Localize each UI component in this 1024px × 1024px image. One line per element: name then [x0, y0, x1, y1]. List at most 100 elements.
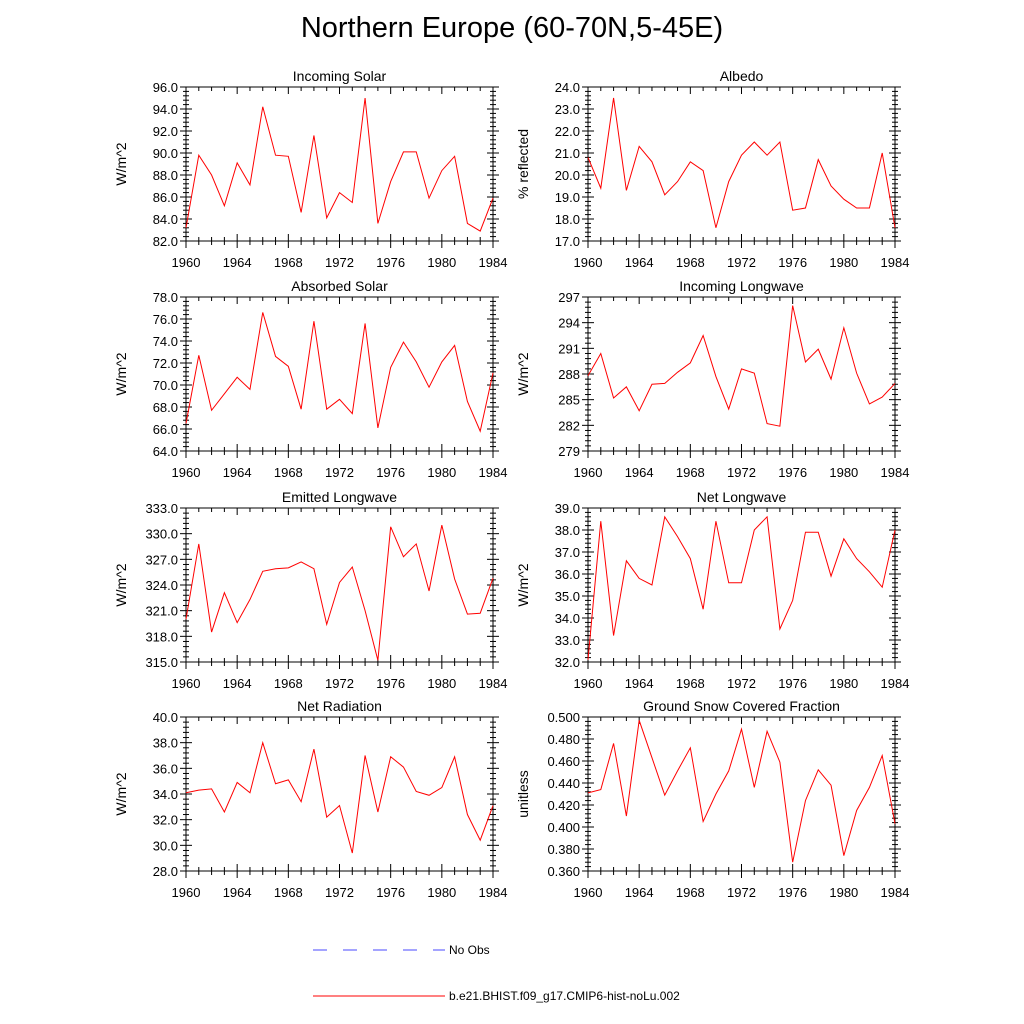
- y-tick-label: 18.0: [555, 212, 580, 227]
- x-tick-label: 1980: [427, 465, 456, 480]
- y-tick-label: 34.0: [153, 787, 178, 802]
- y-axis-label: W/m^2: [113, 772, 129, 815]
- y-axis-label: % reflected: [515, 129, 531, 199]
- y-tick-label: 294: [558, 316, 580, 331]
- x-tick-label: 1964: [625, 465, 654, 480]
- x-tick-label: 1964: [223, 255, 252, 270]
- y-tick-label: 17.0: [555, 234, 580, 249]
- x-tick-label: 1964: [223, 465, 252, 480]
- series-line: [587, 305, 896, 427]
- y-tick-label: 39.0: [555, 501, 580, 516]
- x-tick-label: 1968: [676, 885, 705, 900]
- series-line: [185, 97, 494, 232]
- y-tick-label: 92.0: [153, 124, 178, 139]
- x-tick-label: 1976: [778, 676, 807, 691]
- y-tick-label: 96.0: [153, 80, 178, 95]
- y-tick-label: 0.500: [547, 710, 580, 725]
- x-tick-label: 1960: [172, 885, 201, 900]
- y-tick-label: 84.0: [153, 212, 178, 227]
- plot-frame: [587, 507, 896, 663]
- x-tick-label: 1984: [881, 255, 910, 270]
- y-tick-label: 0.380: [547, 842, 580, 857]
- x-tick-label: 1964: [625, 885, 654, 900]
- chart-title: Incoming Solar: [293, 68, 387, 84]
- y-tick-label: 30.0: [153, 838, 178, 853]
- y-tick-label: 327.0: [145, 552, 178, 567]
- x-tick-label: 1976: [376, 255, 405, 270]
- y-tick-label: 291: [558, 341, 580, 356]
- y-tick-label: 38.0: [555, 523, 580, 538]
- x-tick-label: 1984: [881, 676, 910, 691]
- chart-panel-5: Emitted Longwave W/m^2 1960 1964 1968 1972 197…: [113, 489, 507, 691]
- y-tick-label: 34.0: [555, 611, 580, 626]
- plot-frame: [185, 507, 494, 663]
- y-tick-label: 33.0: [555, 633, 580, 648]
- x-tick-label: 1980: [829, 465, 858, 480]
- x-tick-label: 1960: [574, 885, 603, 900]
- x-tick-label: 1984: [881, 885, 910, 900]
- y-tick-label: 20.0: [555, 168, 580, 183]
- chart-panel-4: Incoming Longwave W/m^2 1960 1964 1968 1972 19…: [515, 278, 909, 480]
- plot-frame: [587, 296, 896, 452]
- x-tick-label: 1960: [574, 676, 603, 691]
- chart-panel-6: Net Longwave W/m^2 1960 1964 1968 1972 1976 198…: [515, 489, 909, 691]
- x-tick-label: 1984: [479, 255, 508, 270]
- chart-panel-1: Incoming Solar W/m^2 1960 1964 1968 1972 1976 1…: [113, 68, 507, 270]
- x-tick-label: 1968: [274, 676, 303, 691]
- x-tick-label: 1972: [325, 255, 354, 270]
- y-tick-label: 38.0: [153, 736, 178, 751]
- x-tick-label: 1968: [676, 676, 705, 691]
- series-line: [185, 740, 494, 854]
- y-tick-label: 90.0: [153, 146, 178, 161]
- x-tick-label: 1972: [727, 465, 756, 480]
- plot-frame: [587, 716, 896, 872]
- x-tick-label: 1984: [881, 465, 910, 480]
- y-tick-label: 0.480: [547, 732, 580, 747]
- legend-model-label: b.e21.BHIST.f09_g17.CMIP6-hist-noLu.002: [449, 989, 680, 1003]
- x-tick-label: 1980: [829, 255, 858, 270]
- chart-title: Incoming Longwave: [679, 278, 804, 294]
- x-tick-label: 1980: [829, 676, 858, 691]
- x-tick-label: 1968: [676, 255, 705, 270]
- y-axis-label: W/m^2: [113, 563, 129, 606]
- y-tick-label: 36.0: [555, 567, 580, 582]
- x-tick-label: 1972: [325, 676, 354, 691]
- chart-title: Emitted Longwave: [282, 489, 397, 505]
- x-tick-label: 1960: [172, 465, 201, 480]
- x-tick-label: 1960: [574, 465, 603, 480]
- y-tick-label: 24.0: [555, 80, 580, 95]
- y-tick-label: 36.0: [153, 761, 178, 776]
- y-axis-label: W/m^2: [113, 142, 129, 185]
- chart-title: Ground Snow Covered Fraction: [643, 698, 840, 714]
- y-tick-label: 72.0: [153, 356, 178, 371]
- y-tick-label: 40.0: [153, 710, 178, 725]
- x-tick-label: 1960: [172, 676, 201, 691]
- x-tick-label: 1976: [376, 885, 405, 900]
- y-tick-label: 19.0: [555, 190, 580, 205]
- chart-title: Absorbed Solar: [291, 278, 388, 294]
- x-tick-label: 1972: [727, 255, 756, 270]
- y-tick-label: 22.0: [555, 124, 580, 139]
- x-tick-label: 1984: [479, 676, 508, 691]
- y-tick-label: 35.0: [555, 589, 580, 604]
- y-axis-label: W/m^2: [515, 563, 531, 606]
- y-tick-label: 0.420: [547, 798, 580, 813]
- y-tick-label: 297: [558, 290, 580, 305]
- y-tick-label: 88.0: [153, 168, 178, 183]
- series-line: [587, 720, 896, 863]
- x-tick-label: 1980: [427, 255, 456, 270]
- y-tick-label: 321.0: [145, 604, 178, 619]
- x-tick-label: 1960: [172, 255, 201, 270]
- x-tick-label: 1968: [676, 465, 705, 480]
- y-tick-label: 82.0: [153, 234, 178, 249]
- chart-panel-7: Net Radiation W/m^2 1960 1964 1968 1972 1976 19…: [113, 698, 507, 900]
- y-axis-label: unitless: [515, 770, 531, 817]
- y-tick-label: 74.0: [153, 334, 178, 349]
- x-tick-label: 1972: [727, 676, 756, 691]
- y-tick-label: 333.0: [145, 501, 178, 516]
- x-tick-label: 1964: [223, 885, 252, 900]
- x-tick-label: 1960: [574, 255, 603, 270]
- y-tick-label: 78.0: [153, 290, 178, 305]
- y-tick-label: 28.0: [153, 864, 178, 879]
- x-tick-label: 1964: [223, 676, 252, 691]
